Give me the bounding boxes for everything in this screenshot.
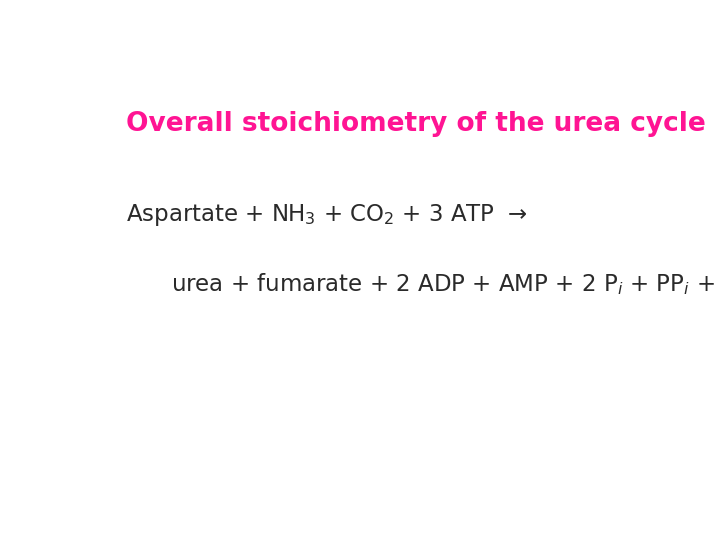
Text: urea + fumarate + 2 ADP + AMP + 2 P$_i$ + PP$_i$ + 3 H$_2$O: urea + fumarate + 2 ADP + AMP + 2 P$_i$ … (171, 272, 720, 298)
Text: Overall stoichiometry of the urea cycle: Overall stoichiometry of the urea cycle (126, 111, 706, 137)
Text: Aspartate + NH$_3$ + CO$_2$ + 3 ATP  →: Aspartate + NH$_3$ + CO$_2$ + 3 ATP → (126, 202, 528, 228)
